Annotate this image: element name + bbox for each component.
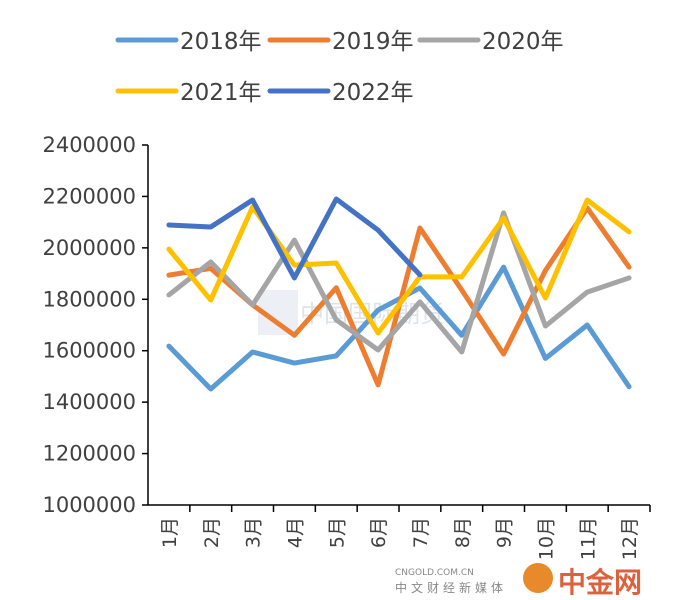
legend-item: 2018年	[115, 29, 262, 55]
x-tick-label: 9月	[494, 517, 516, 548]
legend-label: 2020年	[482, 29, 564, 55]
x-tick-label: 7月	[410, 517, 432, 548]
legend-item: 2019年	[267, 29, 414, 55]
x-tick-label: 8月	[452, 517, 474, 548]
y-tick-label: 1800000	[42, 287, 136, 311]
x-axis: 1月 2月 3月 4月 5月 6月 7月 8月 9月 10月 11月 12月	[148, 504, 651, 560]
y-axis: 1000000 1200000 1400000 1600000 1800000 20000…	[42, 133, 149, 517]
corner-watermark: CNGOLD.COM.CN 中文财经新媒体 中金网	[395, 563, 642, 599]
x-tick-label: 5月	[326, 517, 348, 548]
legend-label: 2019年	[332, 29, 414, 55]
y-tick-label: 2000000	[42, 236, 136, 260]
y-tick-label: 2200000	[42, 184, 136, 208]
series-line	[166, 210, 632, 355]
x-tick-label: 12月	[619, 517, 641, 560]
x-tick-label: 2月	[201, 517, 223, 548]
x-tick-label: 4月	[284, 517, 306, 548]
legend-label: 2018年	[180, 29, 262, 55]
x-tick-label: 1月	[159, 517, 181, 548]
series-group	[166, 196, 632, 392]
legend-item: 2020年	[417, 29, 564, 55]
y-tick-label: 1600000	[42, 339, 136, 363]
legend-item: 2021年	[115, 80, 262, 106]
x-tick-label: 6月	[368, 517, 390, 548]
series-2022年	[166, 196, 423, 281]
cngold-url: CNGOLD.COM.CN	[395, 568, 474, 578]
y-tick-label: 1200000	[42, 442, 136, 466]
y-tick-label: 2400000	[42, 133, 136, 157]
x-tick-label: 3月	[243, 517, 265, 548]
cngold-logo-icon	[523, 563, 553, 593]
y-tick-label: 1400000	[42, 390, 136, 414]
legend: 2018年 2019年 2020年 2021年 2022年	[115, 29, 564, 106]
series-2020年	[166, 210, 632, 355]
legend-label: 2021年	[180, 80, 262, 106]
legend-item: 2022年	[267, 80, 414, 106]
cngold-tagline: 中文财经新媒体	[395, 580, 507, 595]
x-tick-label: 11月	[577, 517, 599, 560]
cngold-name: 中金网	[558, 566, 642, 599]
x-tick-label: 10月	[535, 517, 557, 560]
series-2021年	[166, 197, 632, 336]
y-tick-label: 1000000	[42, 493, 136, 517]
legend-label: 2022年	[332, 80, 414, 106]
series-line	[166, 197, 632, 336]
